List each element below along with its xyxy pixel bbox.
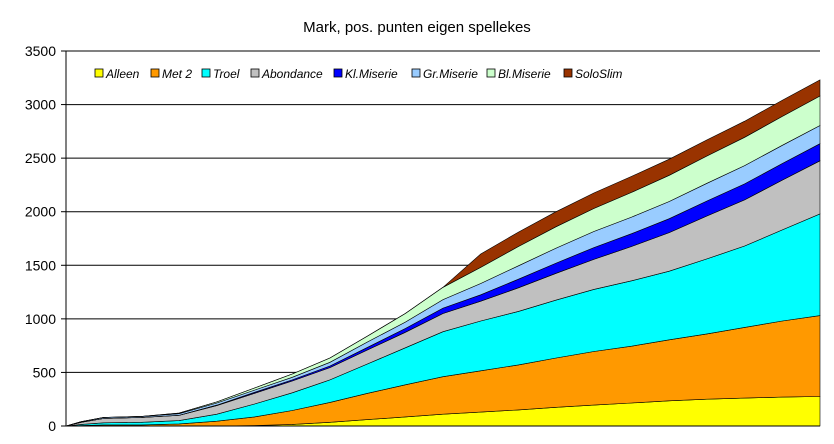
legend-swatch-kl-miserie [333,68,343,78]
legend: Alleen Met 2 Troel Abondance Kl.Miserie Gr.Mi… [94,67,622,81]
legend-label-gr-miserie: Gr.Miserie [423,67,478,81]
legend-label-soloslim: SoloSlim [575,67,622,81]
legend-label-troel: Troel [213,67,240,81]
y-tick-label-3500: 3500 [25,43,56,59]
y-tick-label-500: 500 [33,364,57,380]
legend-swatch-bl-miserie [486,68,496,78]
legend-label-bl-miserie: Bl.Miserie [498,67,551,81]
legend-label-kl-miserie: Kl.Miserie [345,67,398,81]
y-tick-label-0: 0 [48,418,56,434]
legend-label-met-2: Met 2 [162,67,192,81]
series-areas [65,79,821,427]
axes [65,51,820,427]
legend-swatch-alleen [94,68,104,78]
chart-title: Mark, pos. punten eigen spellekes [303,19,531,36]
legend-swatch-gr-miserie [411,68,421,78]
area-soloslim [65,79,821,427]
y-tick-label-2500: 2500 [25,150,56,166]
legend-swatch-troel [201,68,211,78]
legend-label-abondance: Abondance [261,67,323,81]
legend-swatch-met-2 [150,68,160,78]
y-tick-label-1500: 1500 [25,257,56,273]
legend-swatch-soloslim [563,68,573,78]
legend-swatch-abondance [250,68,260,78]
y-tick-label-1000: 1000 [25,311,56,327]
y-tick-label-2000: 2000 [25,204,56,220]
y-axis-ticks: 0 500 1000 1500 2000 2500 3000 3500 [25,43,66,434]
y-tick-label-3000: 3000 [25,97,56,113]
legend-label-alleen: Alleen [105,67,140,81]
